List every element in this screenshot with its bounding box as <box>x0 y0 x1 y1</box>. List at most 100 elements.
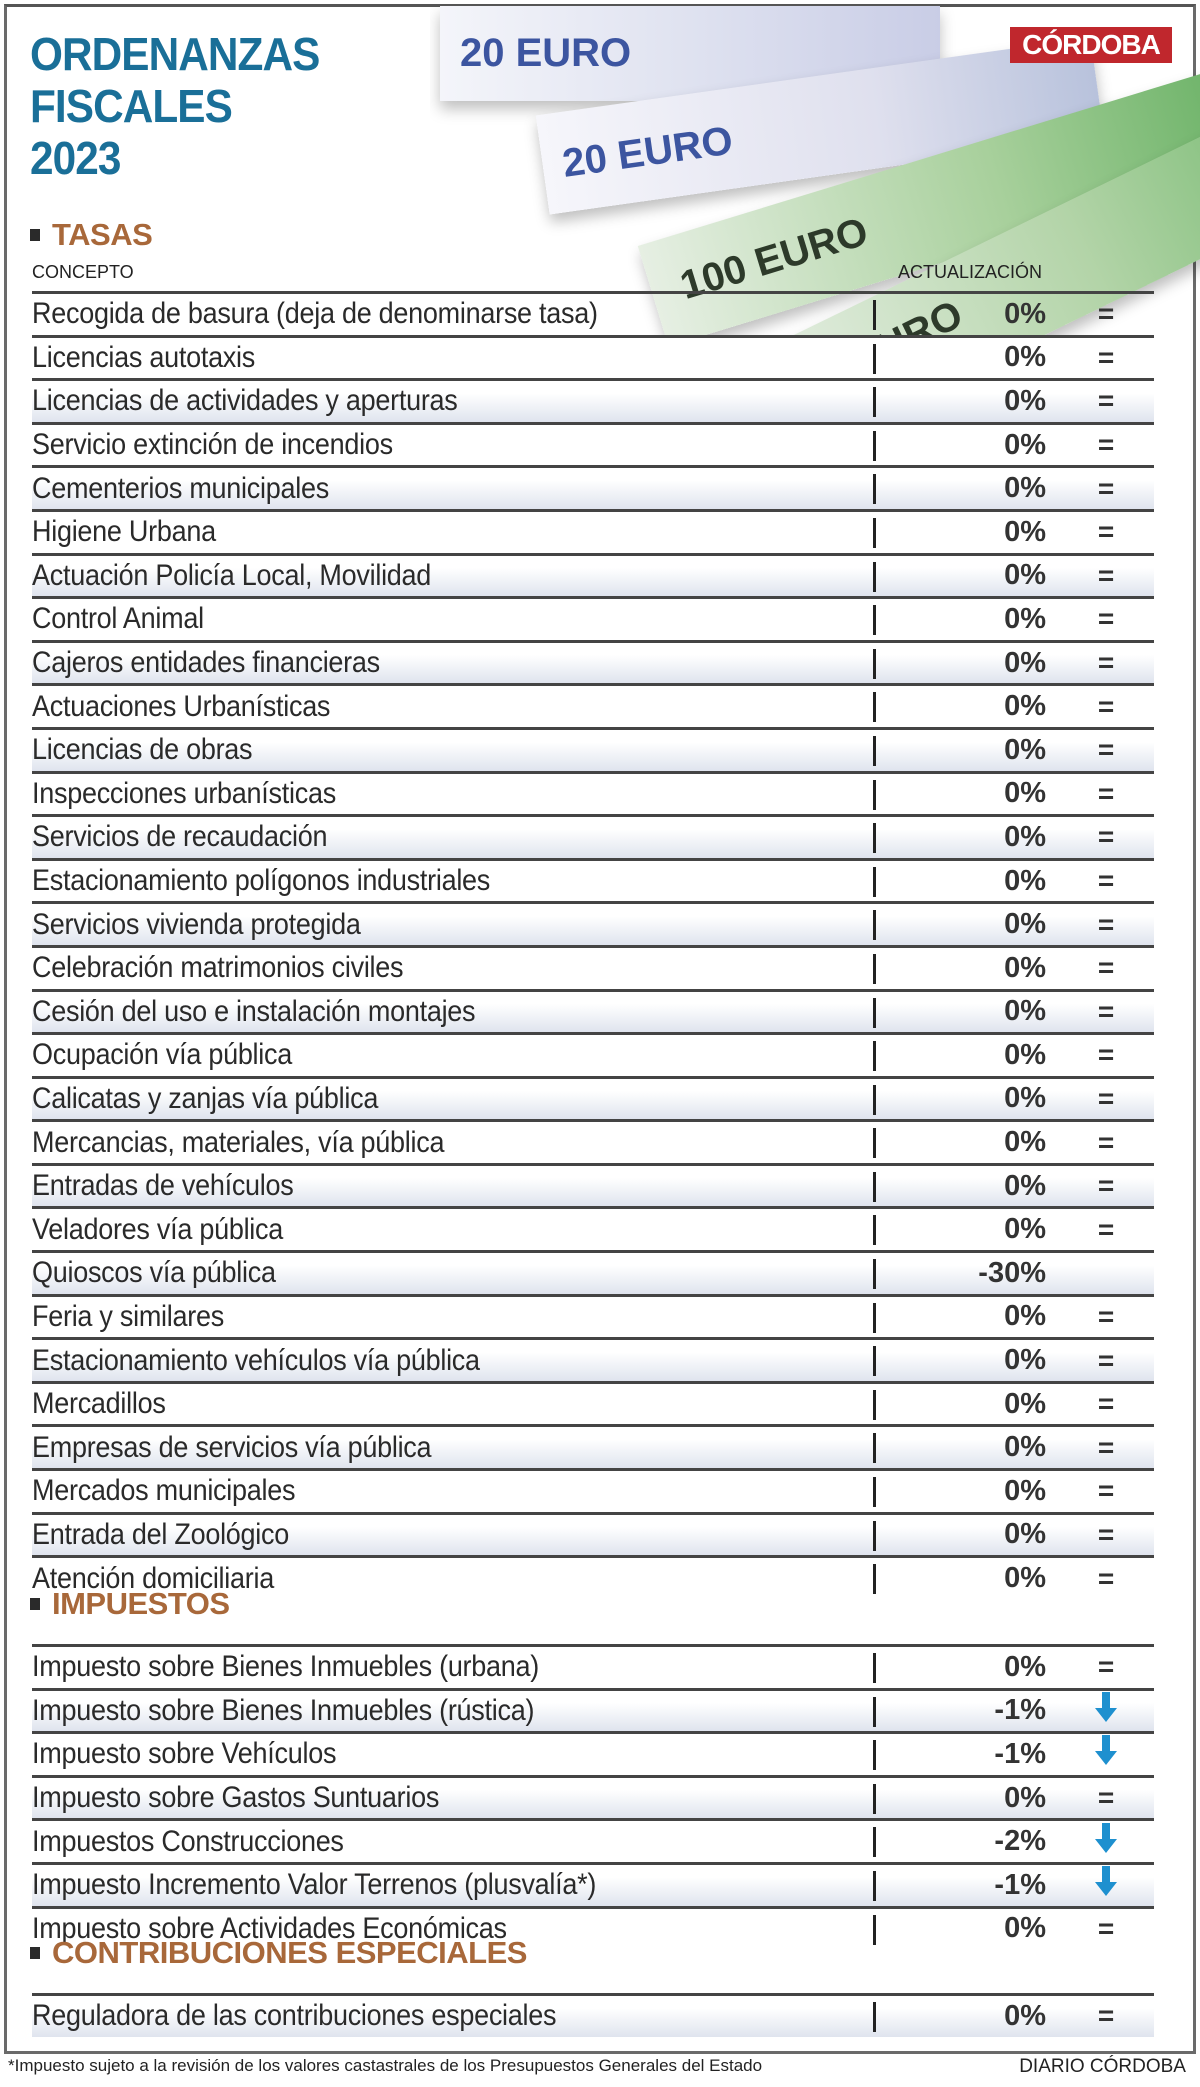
concept-label: Reguladora de las contribuciones especia… <box>32 1999 557 2033</box>
unchanged-icon: = <box>1097 1082 1115 1114</box>
column-divider <box>873 1520 876 1551</box>
unchanged-icon: = <box>1097 908 1115 940</box>
unchanged-icon: = <box>1097 734 1115 766</box>
update-value: 0% <box>1004 1038 1046 1071</box>
update-value: -2% <box>994 1825 1046 1858</box>
rates-table: Impuesto sobre Bienes Inmuebles (urbana)… <box>32 1644 1154 1949</box>
table-row: Servicio extinción de incendios 0% = <box>32 421 1154 466</box>
column-divider <box>873 1171 876 1202</box>
concept-label: Impuestos Construcciones <box>32 1824 344 1858</box>
column-divider <box>873 910 876 941</box>
column-divider <box>873 1914 876 1945</box>
unchanged-icon: = <box>1097 995 1115 1027</box>
unchanged-icon: = <box>1097 298 1115 330</box>
concept-label: Estacionamiento vehículos vía pública <box>32 1343 480 1377</box>
update-value: 0% <box>1004 777 1046 810</box>
unchanged-icon: = <box>1097 1213 1115 1245</box>
update-value: -1% <box>994 1737 1046 1770</box>
concept-label: Inspecciones urbanísticas <box>32 776 336 810</box>
table-row: Mercancias, materiales, vía pública 0% = <box>32 1119 1154 1163</box>
banknotes-illustration: 20 EURO 20 EURO 100 EURO 100 EURO <box>430 6 1200 336</box>
concept-label: Estacionamiento polígonos industriales <box>32 864 491 898</box>
concept-label: Mercadillos <box>32 1387 166 1421</box>
column-divider <box>873 779 876 810</box>
update-value: 0% <box>1004 1387 1046 1420</box>
column-divider <box>873 997 876 1028</box>
update-value: -30% <box>978 1256 1046 1289</box>
concept-label: Servicios de recaudación <box>32 820 328 854</box>
concept-label: Cementerios municipales <box>32 471 329 505</box>
column-divider <box>873 1041 876 1072</box>
title-line: ORDENANZAS <box>30 28 320 80</box>
unchanged-icon: = <box>1097 429 1115 461</box>
banknote-label: 20 EURO <box>559 118 736 186</box>
section-heading: TASAS <box>30 217 153 253</box>
update-value: 0% <box>1004 1431 1046 1464</box>
update-value: 0% <box>1004 1126 1046 1159</box>
update-value: 0% <box>1004 341 1046 374</box>
unchanged-icon: = <box>1097 865 1115 897</box>
table-row: Calicatas y zanjas vía pública 0% = <box>32 1075 1154 1120</box>
concept-label: Quioscos vía pública <box>32 1256 276 1290</box>
table-row: Veladores vía pública 0% = <box>32 1206 1154 1250</box>
update-value: 0% <box>1004 472 1046 505</box>
unchanged-icon: = <box>1097 385 1115 417</box>
concept-label: Empresas de servicios vía pública <box>32 1430 432 1464</box>
column-divider <box>873 1477 876 1508</box>
table-row: Impuesto sobre Vehículos -1% <box>32 1731 1154 1775</box>
table-row: Higiene Urbana 0% = <box>32 508 1154 553</box>
column-divider <box>873 343 876 374</box>
table-row: Actuación Policía Local, Movilidad 0% = <box>32 552 1154 597</box>
unchanged-icon: = <box>1097 821 1115 853</box>
rates-table: Recogida de basura (deja de denominarse … <box>32 291 1154 1599</box>
column-divider <box>873 605 876 636</box>
table-row: Inspecciones urbanísticas 0% = <box>32 770 1154 815</box>
column-divider <box>873 1827 876 1858</box>
update-value: -1% <box>994 1868 1046 1901</box>
concept-label: Servicio extinción de incendios <box>32 428 393 462</box>
unchanged-icon: = <box>1097 472 1115 504</box>
unchanged-icon: = <box>1097 1388 1115 1420</box>
table-row: Atención domiciliaria 0% = <box>32 1555 1154 1599</box>
update-value: 0% <box>1004 820 1046 853</box>
column-divider <box>873 474 876 505</box>
table-row: Impuesto sobre Bienes Inmuebles (rústica… <box>32 1687 1154 1732</box>
unchanged-icon: = <box>1097 2000 1115 2032</box>
unchanged-icon: = <box>1097 647 1115 679</box>
banknote-label: 20 EURO <box>460 31 632 75</box>
table-row: Mercadillos 0% = <box>32 1380 1154 1425</box>
table-row: Impuesto sobre Gastos Suntuarios 0% = <box>32 1774 1154 1819</box>
table-row: Estacionamiento vehículos vía pública 0% = <box>32 1337 1154 1381</box>
update-value: 0% <box>1004 908 1046 941</box>
column-divider <box>873 692 876 723</box>
table-row: Celebración matrimonios civiles 0% = <box>32 944 1154 989</box>
update-value: 0% <box>1004 1562 1046 1595</box>
concept-label: Impuesto sobre Vehículos <box>32 1737 337 1771</box>
column-divider <box>873 1653 876 1683</box>
concept-label: Impuesto sobre Gastos Suntuarios <box>32 1781 440 1815</box>
update-value: 0% <box>1004 1781 1046 1814</box>
source-credit: DIARIO CÓRDOBA <box>1019 2056 1186 2077</box>
unchanged-icon: = <box>1097 1039 1115 1071</box>
column-divider <box>873 1215 876 1246</box>
concept-label: Atención domiciliaria <box>32 1561 274 1595</box>
bullet-icon <box>30 1947 40 1959</box>
column-divider <box>873 866 876 897</box>
update-value: 0% <box>1004 1169 1046 1202</box>
concept-label: Entrada del Zoológico <box>32 1517 290 1551</box>
title-line: FISCALES <box>30 80 233 132</box>
update-value: 0% <box>1004 1082 1046 1115</box>
concept-label: Licencias de actividades y aperturas <box>32 384 458 418</box>
concept-label: Licencias de obras <box>32 733 253 767</box>
column-divider <box>873 430 876 461</box>
column-divider <box>873 1128 876 1159</box>
concept-label: Mercados municipales <box>32 1474 296 1508</box>
column-divider <box>873 517 876 548</box>
table-row: Licencias de obras 0% = <box>32 726 1154 771</box>
column-divider <box>873 387 876 418</box>
concept-label: Impuesto sobre Bienes Inmuebles (urbana) <box>32 1650 539 1684</box>
bullet-icon <box>30 229 40 241</box>
update-value: 0% <box>1004 1999 1046 2032</box>
update-value: 0% <box>1004 602 1046 635</box>
section-title: CONTRIBUCIONES ESPECIALES <box>52 1935 527 1970</box>
